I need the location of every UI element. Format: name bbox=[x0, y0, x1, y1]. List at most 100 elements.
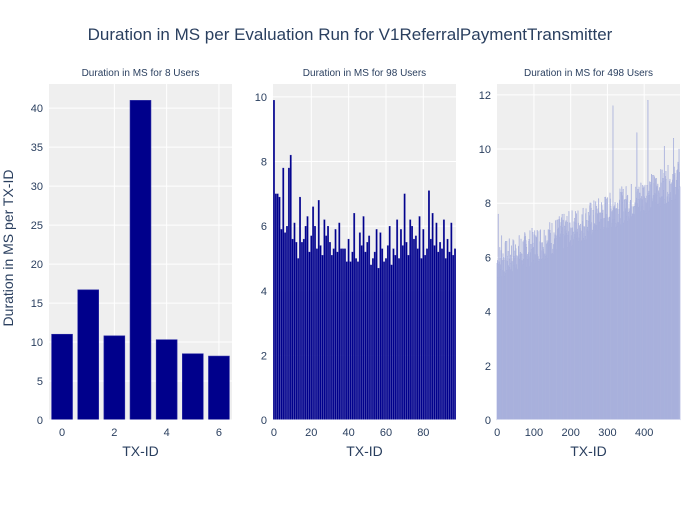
bar bbox=[448, 251, 451, 421]
bar bbox=[379, 232, 382, 421]
bar bbox=[373, 251, 376, 421]
bar bbox=[349, 261, 352, 421]
bar bbox=[314, 225, 316, 421]
bar bbox=[403, 193, 406, 421]
y-tick-label: 4 bbox=[261, 286, 267, 298]
x-tick-label: 100 bbox=[525, 427, 543, 439]
x-tick-label: 0 bbox=[494, 427, 500, 439]
y-tick-label: 5 bbox=[37, 376, 43, 388]
bar bbox=[441, 248, 443, 421]
bar bbox=[454, 248, 456, 421]
bar bbox=[364, 251, 367, 421]
bar bbox=[295, 242, 298, 421]
bar bbox=[301, 242, 303, 421]
bar bbox=[312, 206, 315, 421]
bar bbox=[327, 225, 329, 421]
bar bbox=[394, 255, 397, 421]
bar bbox=[302, 238, 305, 421]
bar bbox=[426, 248, 428, 421]
bar bbox=[347, 238, 350, 421]
bar bbox=[321, 255, 324, 421]
bar bbox=[358, 232, 361, 421]
bar bbox=[435, 222, 438, 421]
bar bbox=[291, 238, 294, 421]
x-tick-label: 200 bbox=[561, 427, 579, 439]
bar bbox=[452, 255, 455, 421]
y-tick-label: 10 bbox=[31, 337, 43, 349]
bar bbox=[351, 251, 354, 421]
bar bbox=[155, 339, 178, 421]
bar bbox=[429, 238, 432, 421]
y-tick-label: 30 bbox=[31, 181, 43, 193]
x-tick-label: 0 bbox=[59, 427, 65, 439]
y-tick-label: 0 bbox=[261, 415, 267, 427]
bar bbox=[398, 258, 400, 421]
bar bbox=[334, 229, 337, 421]
bar bbox=[424, 255, 427, 421]
bar bbox=[372, 258, 374, 421]
bar bbox=[360, 245, 363, 421]
bar bbox=[129, 100, 152, 421]
bar bbox=[446, 238, 449, 421]
bar bbox=[442, 219, 445, 421]
x-tick-label: 6 bbox=[216, 427, 222, 439]
bar bbox=[276, 193, 279, 421]
bar bbox=[77, 289, 99, 421]
bar bbox=[375, 229, 378, 421]
bar bbox=[329, 242, 331, 421]
bar bbox=[289, 154, 292, 421]
bar bbox=[366, 242, 369, 421]
bar bbox=[208, 355, 230, 421]
bar bbox=[310, 235, 313, 421]
bar bbox=[317, 200, 320, 421]
bar bbox=[679, 186, 681, 421]
y-tick-label: 15 bbox=[31, 298, 43, 310]
bar bbox=[336, 251, 339, 421]
y-tick-label: 6 bbox=[261, 221, 267, 233]
bar bbox=[428, 190, 430, 421]
bar bbox=[420, 258, 423, 421]
bar bbox=[306, 216, 309, 421]
y-tick-label: 35 bbox=[31, 142, 43, 154]
bar bbox=[284, 232, 287, 421]
bar bbox=[51, 333, 73, 421]
bar bbox=[368, 235, 371, 421]
bar bbox=[308, 251, 311, 421]
bar bbox=[355, 258, 357, 421]
bar bbox=[315, 248, 318, 421]
bar bbox=[414, 235, 417, 421]
subplot-1: 0 5 10 15 20 25 30 35 40 0 2 4 6 Duration in MS for 8… bbox=[31, 68, 232, 459]
bar bbox=[385, 258, 387, 421]
bar bbox=[444, 258, 447, 421]
bar bbox=[299, 196, 301, 421]
bar bbox=[345, 261, 348, 421]
bar bbox=[431, 213, 434, 421]
bar bbox=[340, 248, 343, 421]
y-tick-label: 10 bbox=[479, 144, 491, 156]
y-tick-label: 20 bbox=[31, 259, 43, 271]
subplot-3: 0 2 4 6 8 10 12 0 100 200 300 400 Duration in MS for… bbox=[479, 68, 681, 459]
bar bbox=[413, 238, 415, 421]
x-tick-label: 2 bbox=[111, 427, 117, 439]
bar bbox=[407, 255, 410, 421]
bar bbox=[332, 248, 335, 421]
subplot-title: Duration in MS for 98 Users bbox=[303, 68, 426, 79]
bar bbox=[383, 261, 385, 421]
y-tick-label: 8 bbox=[485, 198, 491, 210]
y-axis-title: Duration in MS per TX-ID bbox=[0, 170, 16, 327]
bar bbox=[409, 219, 412, 421]
bar bbox=[362, 216, 365, 421]
bar bbox=[280, 229, 283, 421]
x-axis-title: TX-ID bbox=[346, 443, 383, 459]
y-tick-label: 2 bbox=[485, 361, 491, 373]
bar bbox=[450, 222, 453, 421]
bar bbox=[392, 248, 395, 421]
y-tick-label: 6 bbox=[485, 252, 491, 264]
bar bbox=[390, 264, 393, 421]
bar bbox=[319, 245, 322, 421]
bar bbox=[422, 229, 425, 421]
bar bbox=[338, 222, 341, 421]
bar bbox=[330, 255, 333, 421]
